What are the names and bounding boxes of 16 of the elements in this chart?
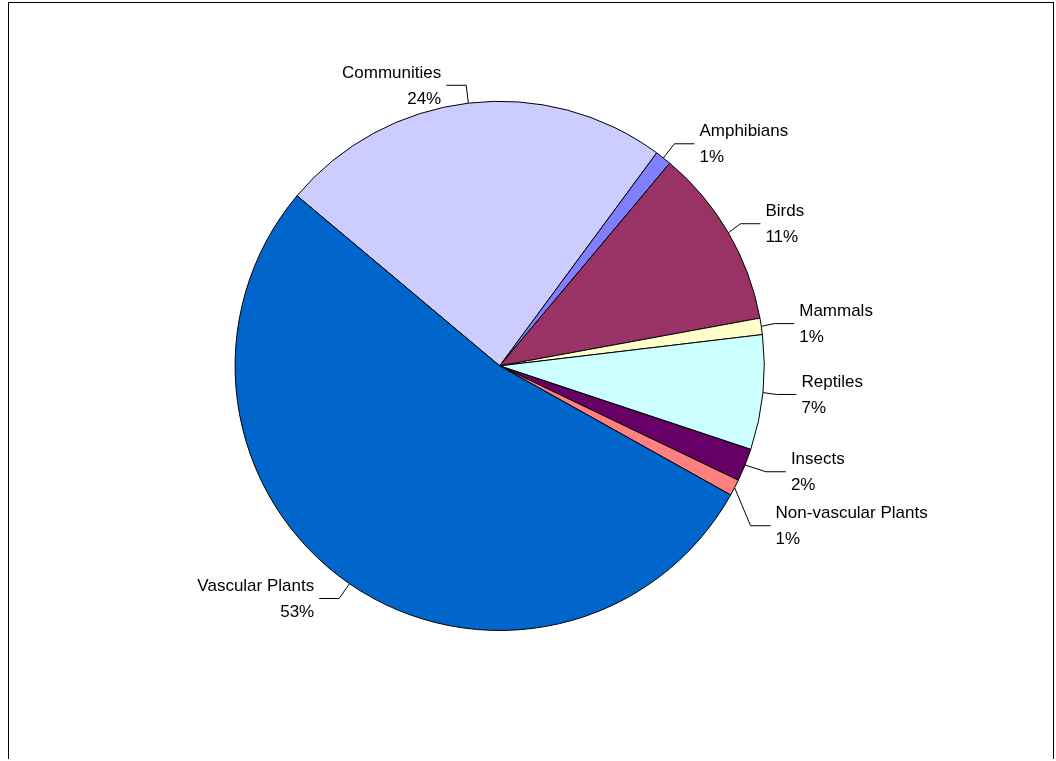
slice-label: Non-vascular Plants	[775, 503, 928, 523]
slice-label: Vascular Plants	[197, 576, 315, 595]
data-label: 11%	[765, 227, 799, 247]
data-label: 53%	[280, 602, 315, 621]
slice-label: Mammals	[799, 301, 873, 321]
data-label: 1%	[775, 529, 801, 549]
data-label: 1%	[699, 147, 725, 167]
slice-label: Insects	[790, 449, 845, 469]
data-label: 24%	[407, 88, 442, 108]
slice-label: Amphibians	[699, 121, 789, 141]
slice-label: Reptiles	[801, 371, 863, 391]
slice-label: Communities	[342, 62, 442, 82]
data-label: 1%	[799, 327, 824, 347]
data-label: 7%	[801, 397, 827, 417]
slice-label: Birds	[765, 201, 805, 221]
data-label: 2%	[790, 475, 816, 495]
